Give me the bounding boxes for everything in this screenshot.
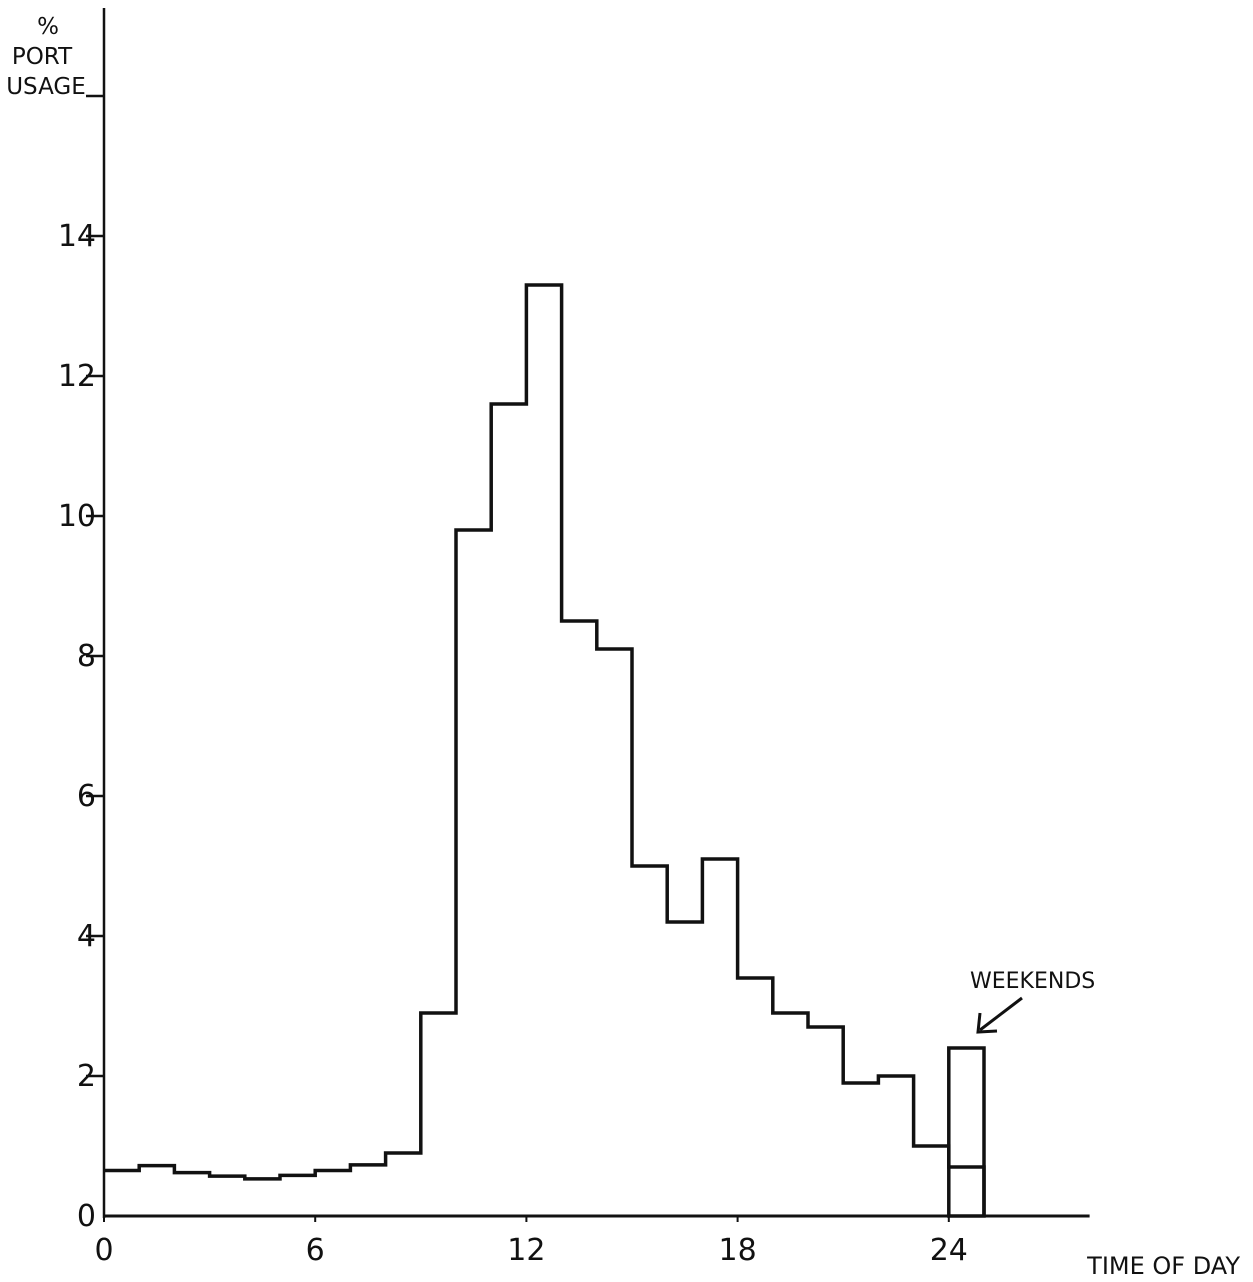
y-tick-label: 4 [77,919,96,954]
usage-bin-3 [210,1176,245,1216]
usage-bin-11 [491,404,526,1216]
weekends-label: WEEKENDS [970,969,1095,994]
usage-bin-18 [738,978,773,1216]
y-tick-label: 10 [58,499,96,534]
y-tick-label: 6 [77,779,96,814]
usage-bin-6 [315,1171,350,1217]
x-ticks: 0 6 12 18 24 [94,1216,968,1268]
usage-bin-19 [773,1013,808,1216]
y-axis-label: % PORT USAGE [6,14,86,100]
y-ticks: 0 2 4 6 8 10 12 14 [58,94,104,1234]
usage-bin-16 [667,922,702,1216]
y-axis-label-line: USAGE [6,74,86,100]
usage-bin-13 [562,621,597,1216]
usage-bin-10 [456,530,491,1216]
usage-bin-21 [843,1083,878,1216]
usage-bin-2 [174,1173,209,1216]
weekends-arrow-head [976,1012,998,1034]
y-tick-label: 8 [77,639,96,674]
y-tick-label: 12 [58,359,96,394]
usage-bin-0 [104,1171,139,1217]
y-axis-label-line: PORT [12,44,73,70]
usage-bin-22 [878,1076,913,1216]
usage-bins [104,285,984,1216]
x-tick-label: 6 [306,1233,325,1268]
weekends-bar [947,1046,986,1218]
usage-bin-23 [914,1146,949,1216]
usage-bin-17 [702,859,737,1216]
usage-bin-24 [949,1167,984,1216]
weekends-arrow [979,996,1023,1032]
usage-bin-12 [526,285,561,1216]
usage-bin-4 [245,1179,280,1216]
y-tick-label: 14 [58,219,96,254]
y-axis-label-line: % [37,14,59,40]
x-tick-label: 0 [94,1233,113,1268]
y-tick-label: 0 [77,1199,96,1234]
usage-bin-7 [350,1165,385,1216]
y-tick-label: 2 [77,1059,96,1094]
x-tick-label: 18 [719,1233,757,1268]
usage-bin-8 [386,1153,421,1216]
usage-bin-5 [280,1175,315,1216]
usage-bin-20 [808,1027,843,1216]
x-axis-label: TIME OF DAY [1086,1252,1240,1280]
usage-bin-14 [597,649,632,1216]
x-tick-label: 12 [507,1233,545,1268]
axes [102,8,1090,1218]
usage-bin-15 [632,866,667,1216]
usage-step-line [104,283,986,1216]
weekends-annotation: WEEKENDS [970,969,1095,1034]
usage-bin-9 [421,1013,456,1216]
usage-bin-1 [139,1166,174,1216]
x-tick-label: 24 [930,1233,968,1268]
